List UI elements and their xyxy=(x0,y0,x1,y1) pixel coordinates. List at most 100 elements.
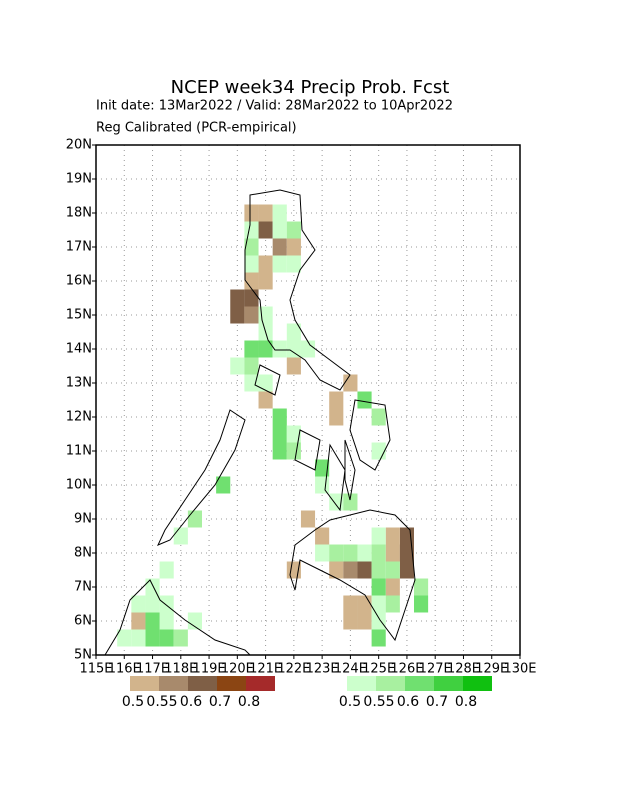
prob-cell xyxy=(258,204,273,222)
coastline xyxy=(157,409,246,546)
legend-swatch xyxy=(434,676,463,691)
prob-cell xyxy=(131,612,146,630)
prob-cell xyxy=(145,612,160,630)
coastline xyxy=(104,579,251,656)
prob-cell xyxy=(343,595,358,613)
prob-cell xyxy=(286,255,301,273)
prob-cell xyxy=(258,340,273,358)
prob-cell xyxy=(258,255,273,273)
prob-cell xyxy=(187,612,202,630)
legend-label: 0.6 xyxy=(180,694,202,710)
prob-cell xyxy=(145,578,160,596)
prob-cell xyxy=(272,442,287,460)
coastline xyxy=(244,189,351,391)
x-tick-label: 115E xyxy=(79,662,112,677)
prob-cell xyxy=(258,221,273,239)
prob-cell xyxy=(272,425,287,443)
x-tick-label: 118E xyxy=(164,662,197,677)
x-tick-label: 130E xyxy=(503,662,536,677)
prob-cell xyxy=(258,272,273,290)
prob-cell xyxy=(357,561,372,579)
prob-cell xyxy=(385,544,400,562)
prob-cell xyxy=(329,391,344,409)
prob-cell xyxy=(371,629,386,647)
y-tick-label: 19N xyxy=(66,172,92,187)
prob-cell xyxy=(272,204,287,222)
y-tick-label: 18N xyxy=(66,206,92,221)
legend-label: 0.55 xyxy=(363,694,394,710)
x-tick-label: 122E xyxy=(277,662,310,677)
legend-label: 0.8 xyxy=(238,694,260,710)
x-tick-label: 120E xyxy=(221,662,254,677)
legend-label: 0.6 xyxy=(397,694,419,710)
prob-cell xyxy=(329,544,344,562)
legend-label: 0.7 xyxy=(209,694,231,710)
prob-cell xyxy=(371,561,386,579)
subtitle: Reg Calibrated (PCR-empirical) xyxy=(96,121,297,136)
y-tick-label: 5N xyxy=(74,648,92,663)
prob-cell xyxy=(357,612,372,630)
plot-frame xyxy=(95,144,521,656)
coastline xyxy=(104,189,416,656)
y-tick-label: 10N xyxy=(66,478,92,493)
y-tick-label: 6N xyxy=(74,614,92,629)
y-tick-label: 16N xyxy=(66,274,92,289)
coastline xyxy=(294,429,321,471)
legend-swatch xyxy=(405,676,434,691)
x-tick-label: 127E xyxy=(419,662,452,677)
prob-cell xyxy=(272,408,287,426)
prob-cell xyxy=(244,289,259,307)
x-tick-label: 128E xyxy=(447,662,480,677)
prob-cell xyxy=(315,459,330,477)
prob-cell xyxy=(385,578,400,596)
legend-label: 0.8 xyxy=(455,694,477,710)
y-tick-label: 17N xyxy=(66,240,92,255)
prob-cell xyxy=(244,204,259,222)
prob-cell xyxy=(159,612,174,630)
prob-cell xyxy=(159,629,174,647)
legend-swatch xyxy=(188,676,217,691)
coastline xyxy=(289,509,416,642)
legend-swatch xyxy=(217,676,246,691)
prob-cell xyxy=(117,629,132,647)
prob-cell xyxy=(385,595,400,613)
x-tick-label: 129E xyxy=(475,662,508,677)
prob-cell xyxy=(272,340,287,358)
prob-cell xyxy=(159,595,174,613)
prob-cell xyxy=(286,323,301,341)
legend-swatch xyxy=(376,676,405,691)
prob-cell xyxy=(286,425,301,443)
coastline xyxy=(324,443,346,512)
prob-cell xyxy=(131,629,146,647)
prob-cell xyxy=(357,391,372,409)
prob-cell xyxy=(244,238,259,256)
coastline xyxy=(344,439,356,501)
prob-cell xyxy=(371,544,386,562)
prob-cell xyxy=(244,357,259,375)
prob-cell xyxy=(244,374,259,392)
prob-cell xyxy=(357,544,372,562)
legend-swatch xyxy=(246,676,275,691)
prob-cell xyxy=(286,221,301,239)
legend-label: 0.55 xyxy=(146,694,177,710)
prob-cell xyxy=(343,544,358,562)
prob-cell xyxy=(371,442,386,460)
y-tick-label: 15N xyxy=(66,308,92,323)
y-tick-label: 8N xyxy=(74,546,92,561)
prob-cell xyxy=(145,629,160,647)
prob-cell xyxy=(315,544,330,562)
prob-cell xyxy=(244,255,259,273)
prob-cell xyxy=(371,408,386,426)
prob-cell xyxy=(371,595,386,613)
x-tick-label: 119E xyxy=(193,662,226,677)
prob-cell xyxy=(159,561,174,579)
prob-cell xyxy=(230,289,245,307)
prob-cell xyxy=(315,476,330,494)
prob-cell xyxy=(216,476,231,494)
prob-cell xyxy=(244,340,259,358)
legend-swatch xyxy=(130,676,159,691)
prob-cell xyxy=(230,357,245,375)
legend-swatch xyxy=(347,676,376,691)
prob-cell xyxy=(244,272,259,290)
x-tick-label: 117E xyxy=(136,662,169,677)
